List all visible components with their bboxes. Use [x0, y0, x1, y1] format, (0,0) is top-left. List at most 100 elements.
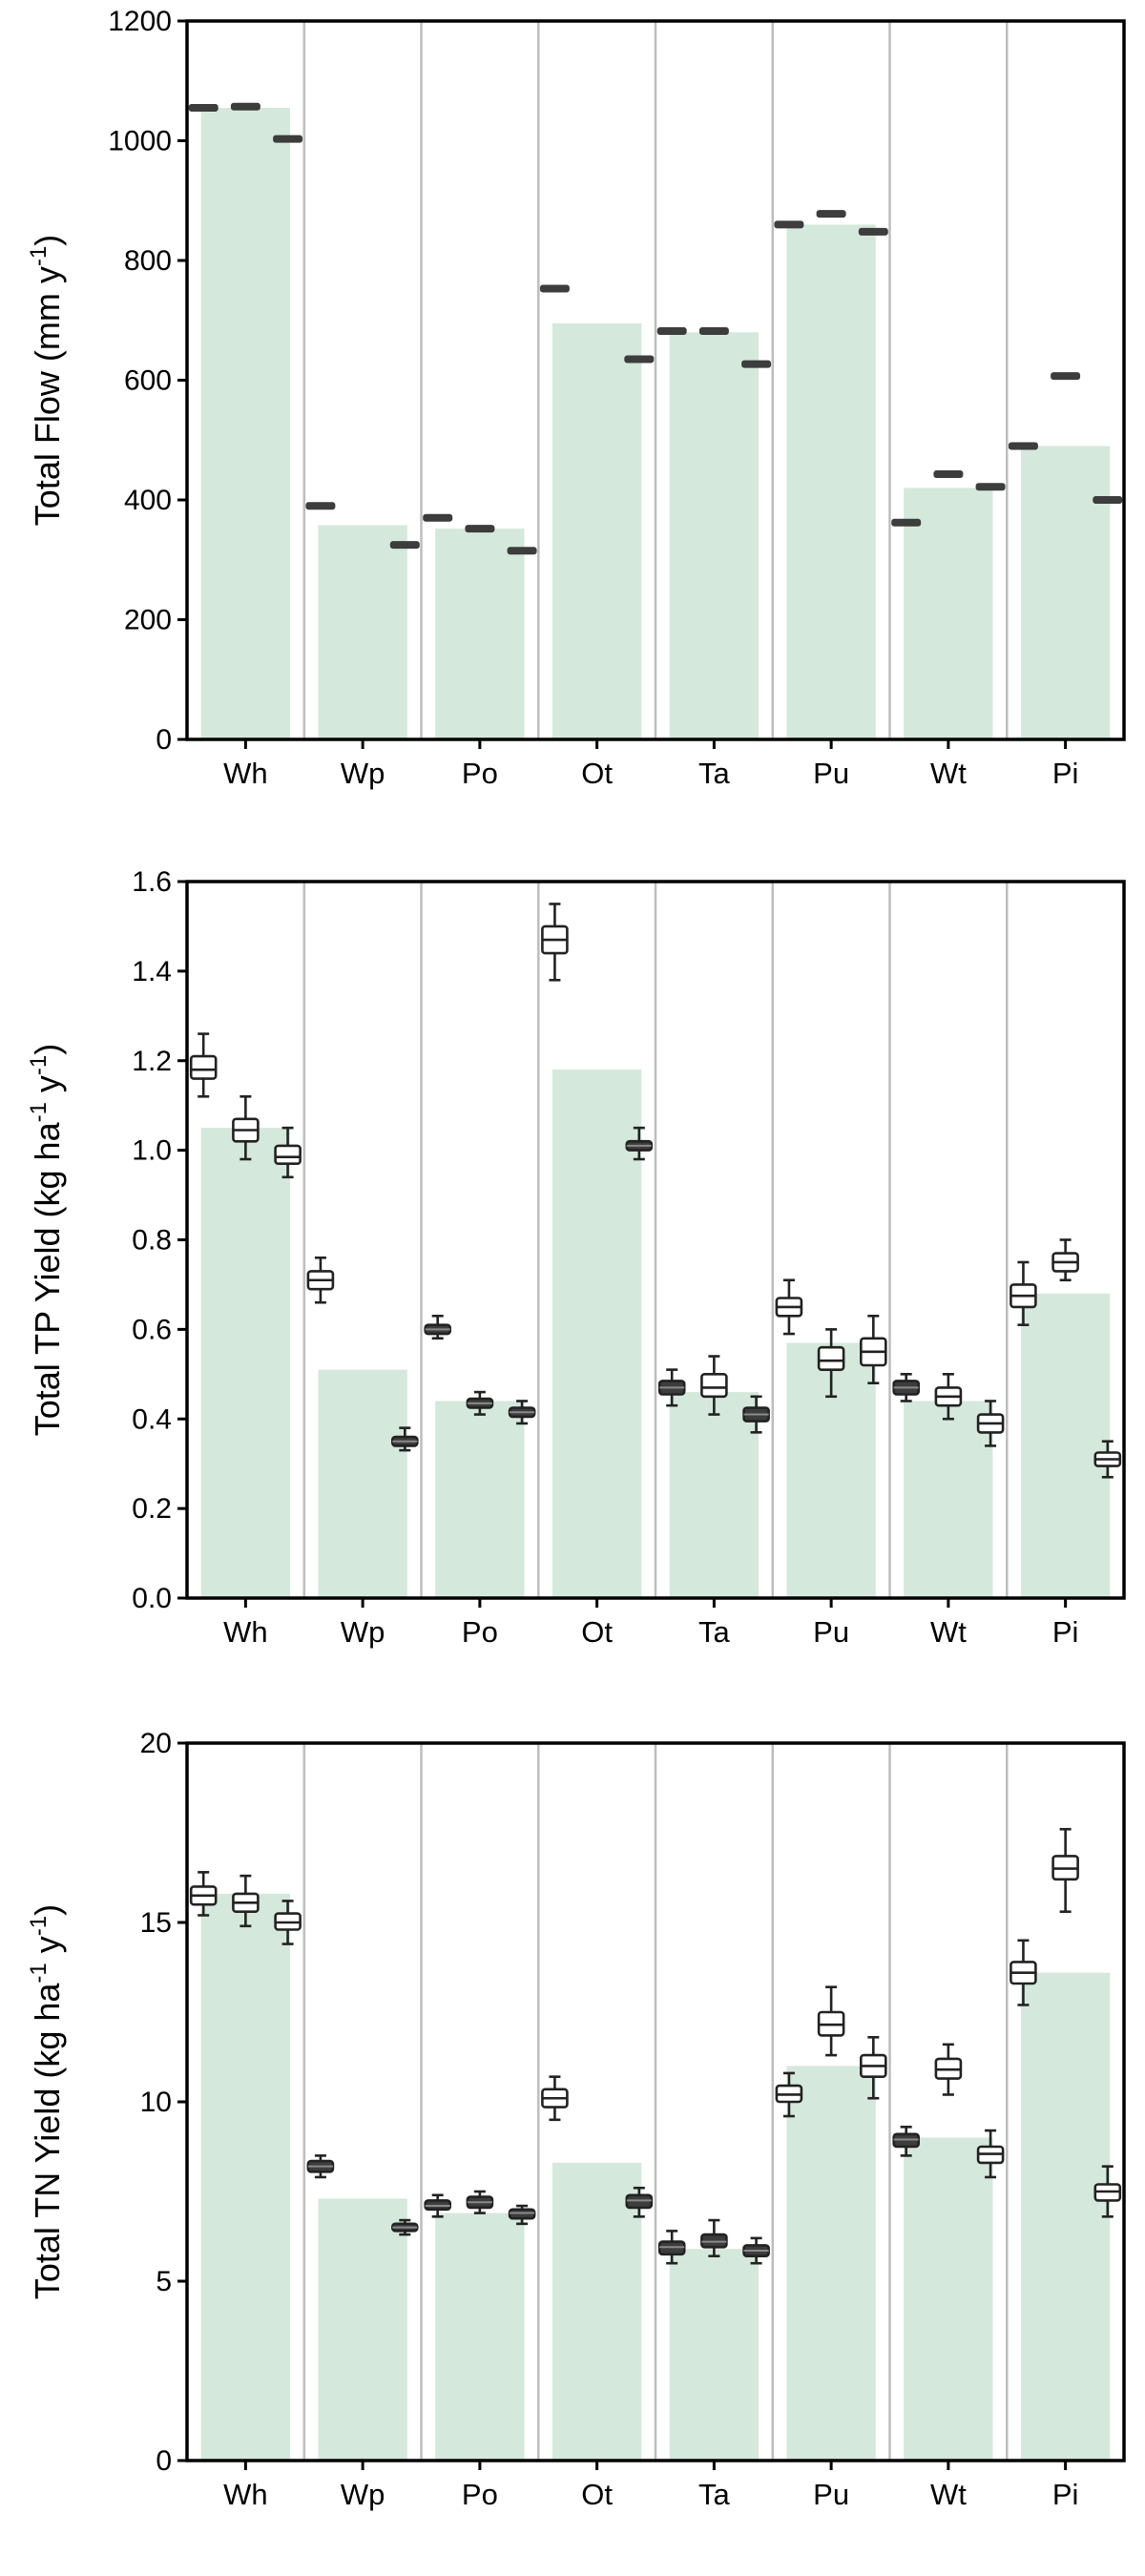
boxplot-wp-3: [390, 1426, 419, 1452]
y-axis-label-text: ): [28, 1044, 67, 1055]
point-estimate-ta-1: [656, 327, 687, 335]
y-tick-label: 1000: [108, 126, 172, 157]
boxplot-wt-2: [934, 1373, 963, 1421]
boxplot-ta-1: [657, 1368, 686, 1407]
boxplot-wt-1: [892, 1373, 921, 1402]
boxplot-pu-3: [859, 2036, 887, 2100]
box: [189, 1054, 218, 1080]
y-tick-label: 1.0: [132, 1135, 172, 1167]
bar-pi: [1021, 1972, 1111, 2461]
x-tick-label: Ta: [698, 757, 731, 790]
y-axis-label: Total TN Yield (kg ha-1 y-1): [26, 1904, 67, 2299]
x-tick-label: Po: [462, 1615, 498, 1649]
boxplot-pi-2: [1051, 1238, 1079, 1282]
y-tick-label: 0.8: [132, 1225, 172, 1257]
point-estimate-po-2: [465, 525, 495, 533]
x-tick-label: Po: [462, 2478, 498, 2511]
y-axis-label-superscript: -1: [26, 1916, 52, 1936]
boxplot-wh-1: [189, 1032, 218, 1098]
x-tick-label: Pu: [813, 757, 849, 790]
y-tick-label: 1.4: [132, 956, 172, 987]
x-tick-label: Pi: [1052, 2478, 1079, 2511]
boxplot-ta-3: [742, 2236, 770, 2265]
bar-wp: [318, 525, 407, 739]
y-tick-label: 10: [140, 2087, 172, 2118]
bar-ta: [669, 332, 759, 739]
y-tick-label: 5: [156, 2266, 172, 2297]
bar-ta: [669, 1392, 759, 1598]
y-tick-label: 1.6: [132, 866, 172, 898]
boxplot-ot-1: [541, 903, 569, 982]
x-tick-label: Pi: [1052, 1615, 1079, 1649]
boxplot-pi-3: [1093, 1440, 1122, 1479]
bar-wp: [318, 1369, 407, 1598]
box: [817, 1345, 845, 1371]
boxplot-wh-3: [274, 1900, 302, 1945]
boxplot-wp-3: [390, 2218, 419, 2236]
boxplot-pu-1: [775, 2071, 803, 2118]
y-tick-label: 0: [156, 2445, 172, 2477]
total-tp-yield-chart: 0.0 0.2 0.4 0.6 0.8 1.0 1.2 1.4 1.6 Wh Wp Po Ot Ta Pu W…: [26, 866, 1126, 1649]
y-axis-label-superscript: -1: [26, 1055, 52, 1075]
y-axis-label-text: y: [28, 1936, 67, 1963]
bar-pi: [1021, 446, 1111, 739]
boxplot-ot-3: [625, 1126, 654, 1161]
boxplot-pi-1: [1010, 1260, 1037, 1326]
boxplot-wt-3: [976, 2129, 1005, 2179]
bar-ot: [552, 1070, 642, 1598]
x-tick-label: Pu: [813, 1615, 849, 1649]
box: [625, 2193, 654, 2210]
point-estimate-po-3: [507, 547, 537, 555]
boxplot-wt-3: [976, 1400, 1005, 1447]
point-estimate-pu-3: [858, 227, 888, 236]
point-estimate-ta-2: [698, 327, 729, 335]
boxplot-pi-3: [1093, 2165, 1122, 2218]
point-estimate-wh-1: [188, 104, 219, 112]
boxplot-pi-2: [1051, 1827, 1079, 1914]
point-estimate-wt-3: [975, 483, 1006, 491]
boxplot-wh-2: [232, 1095, 260, 1161]
boxplot-pu-1: [775, 1278, 803, 1336]
boxplot-pu-2: [817, 1985, 845, 2057]
bar-po: [435, 529, 525, 739]
y-tick-label: 0.0: [132, 1583, 172, 1614]
y-tick-label: 0.4: [132, 1403, 172, 1435]
x-tick-label: Po: [462, 757, 498, 790]
y-tick-label: 0.6: [132, 1314, 172, 1345]
boxplot-po-3: [508, 1400, 536, 1425]
boxplot-wt-2: [934, 2043, 963, 2096]
y-axis-label: Total TP Yield (kg ha-1 y-1): [26, 1044, 67, 1437]
bar-ot: [552, 322, 642, 739]
y-tick-label: 800: [124, 245, 172, 277]
bar-po: [435, 1401, 525, 1598]
bar-wh: [200, 1893, 290, 2461]
point-estimate-wp-3: [389, 541, 420, 550]
x-tick-label: Wt: [930, 1615, 967, 1649]
x-tick-label: Wh: [223, 757, 268, 790]
bar-wp: [318, 2198, 407, 2461]
bar-pi: [1021, 1293, 1111, 1598]
x-tick-label: Wp: [341, 2478, 385, 2511]
x-tick-label: Ot: [581, 1615, 613, 1649]
point-estimate-ta-3: [741, 360, 772, 368]
y-axis-label-superscript: -1: [26, 246, 52, 266]
boxplot-wh-3: [274, 1126, 302, 1179]
boxplot-po-3: [508, 2204, 536, 2226]
boxplot-ta-1: [657, 2230, 686, 2265]
y-tick-label: 20: [140, 1728, 172, 1759]
x-tick-label: Wt: [930, 757, 967, 790]
y-tick-label: 600: [124, 365, 172, 397]
boxplot-ot-1: [541, 2075, 569, 2122]
point-estimate-ot-3: [624, 355, 655, 364]
x-tick-label: Wp: [341, 757, 385, 790]
point-estimate-pi-2: [1051, 372, 1081, 381]
y-tick-label: 400: [124, 485, 172, 516]
x-tick-label: Ta: [698, 2478, 731, 2511]
x-tick-label: Wp: [341, 1615, 385, 1649]
y-axis-label-superscript: -1: [26, 1963, 52, 1983]
y-axis-label-text: y: [28, 1075, 67, 1102]
x-tick-label: Ta: [698, 1615, 731, 1649]
boxplot-ta-2: [700, 2218, 728, 2257]
point-estimate-pi-1: [1008, 442, 1038, 450]
